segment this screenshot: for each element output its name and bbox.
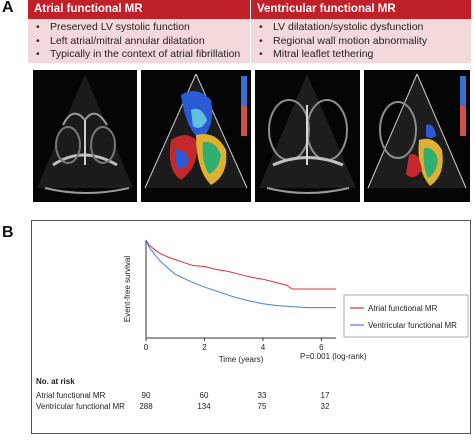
x-tick-label: 0 [144, 343, 149, 352]
echo-image-ventricular-2d [255, 70, 360, 202]
atrial-bullet: Preserved LV systolic function [36, 21, 250, 35]
atrial-bullet-list: Preserved LV systolic function Left atri… [28, 19, 250, 62]
series-line-ventricular [145, 239, 336, 309]
risk-count: 32 [320, 402, 330, 411]
x-tick-label: 2 [202, 343, 207, 352]
ventricular-bullet: Mitral leaflet tethering [259, 48, 471, 62]
x-axis-label: Time (years) [219, 355, 264, 364]
ventricular-bullets-box: LV dilatation/systolic dysfunction Regio… [251, 19, 471, 63]
atrial-bullet: Typically in the context of atrial fibri… [36, 48, 250, 62]
risk-count: 33 [257, 391, 267, 400]
risk-count: 75 [257, 402, 267, 411]
x-tick-label: 4 [261, 343, 266, 352]
p-value: P=0.001 (log-rank) [300, 352, 367, 361]
ventricular-bullet: Regional wall motion abnormality [259, 35, 471, 49]
series-line-atrial [145, 239, 336, 290]
risk-count: 134 [197, 402, 211, 411]
legend-label: Ventricular functional MR [368, 321, 457, 330]
risk-row-label: Atrial functional MR [36, 391, 106, 400]
risk-count: 288 [139, 402, 153, 411]
echo-image-atrial-2d [33, 70, 137, 202]
ventricular-header: Ventricular functional MR [251, 0, 471, 19]
risk-row-label: Ventricular functional MR [36, 402, 125, 411]
panel-b-label: B [2, 224, 14, 241]
x-tick-label: 6 [319, 343, 324, 352]
atrial-header: Atrial functional MR [28, 0, 250, 19]
legend-label: Atrial functional MR [368, 304, 438, 313]
ventricular-bullet: LV dilatation/systolic dysfunction [259, 21, 471, 35]
ventricular-bullet-list: LV dilatation/systolic dysfunction Regio… [251, 19, 471, 62]
y-axis-label: Event-free survival [123, 256, 132, 322]
panel-a-label: A [2, 0, 14, 16]
atrial-bullet: Left atrial/mitral annular dilatation [36, 35, 250, 49]
legend-box [343, 294, 469, 338]
echo-image-atrial-doppler [141, 70, 251, 202]
km-panel [31, 220, 471, 434]
risk-count: 90 [141, 391, 151, 400]
echo-image-ventricular-doppler [364, 70, 470, 202]
risk-table-title: No. at risk [36, 377, 75, 386]
risk-count: 17 [320, 391, 330, 400]
risk-count: 60 [199, 391, 209, 400]
atrial-bullets-box: Preserved LV systolic function Left atri… [28, 19, 250, 63]
